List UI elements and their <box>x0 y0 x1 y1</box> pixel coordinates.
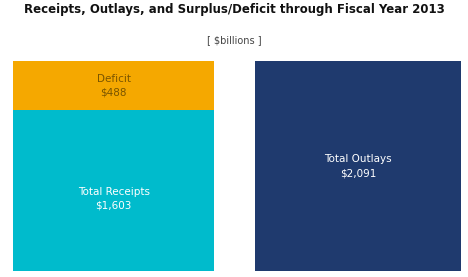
Text: Deficit
$488: Deficit $488 <box>97 73 131 98</box>
FancyBboxPatch shape <box>13 110 214 271</box>
Text: Receipts, Outlays, and Surplus/Deficit through Fiscal Year 2013: Receipts, Outlays, and Surplus/Deficit t… <box>23 3 445 16</box>
Text: Total Receipts
$1,603: Total Receipts $1,603 <box>78 187 150 211</box>
FancyBboxPatch shape <box>255 61 461 271</box>
FancyBboxPatch shape <box>13 61 214 110</box>
Text: Total Outlays
$2,091: Total Outlays $2,091 <box>324 154 392 178</box>
Text: [ $billions ]: [ $billions ] <box>207 35 261 45</box>
